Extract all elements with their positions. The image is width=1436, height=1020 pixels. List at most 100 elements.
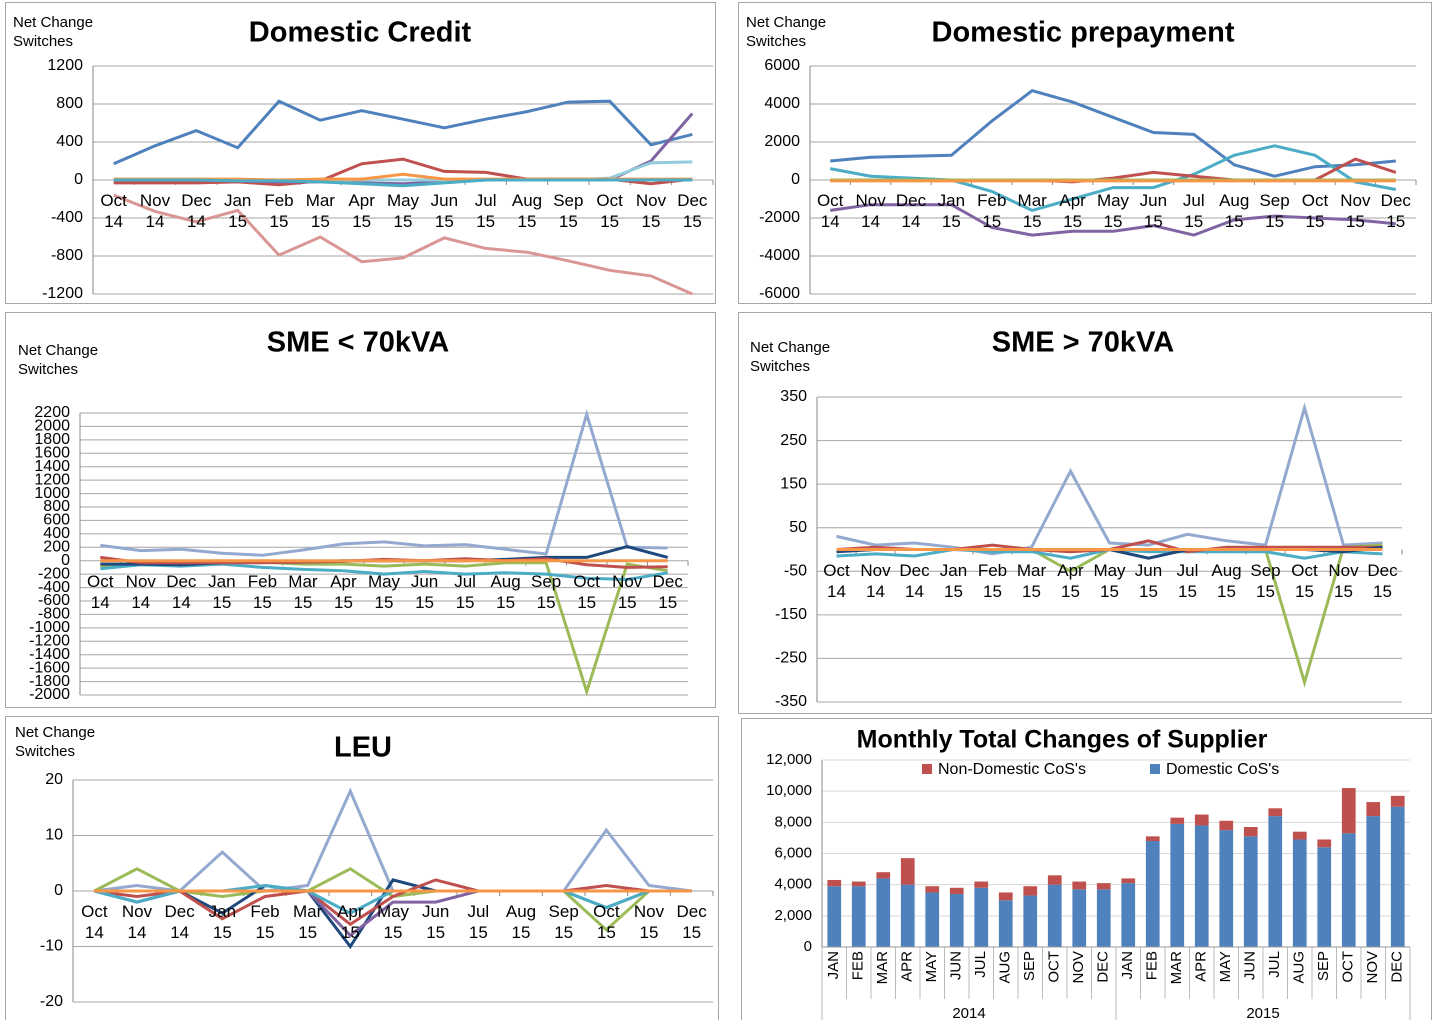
y-tick-label: 0	[74, 171, 83, 188]
bar-segment	[827, 886, 842, 947]
y-tick-label: -250	[775, 650, 807, 667]
y-tick-label: 250	[780, 432, 807, 449]
bar-segment	[900, 884, 915, 947]
y-axis-label: Net Change Switches	[15, 724, 96, 760]
bar-segment	[1292, 839, 1307, 947]
x-tick-label: JUN	[948, 951, 965, 980]
x-tick-label: Aug 15	[1219, 191, 1250, 231]
x-tick-label: Jan 15	[937, 191, 966, 231]
x-tick-label: Jul 15	[1176, 560, 1199, 601]
y-tick-label: -800	[51, 247, 83, 264]
x-tick-label: Mar 15	[293, 902, 323, 942]
y-tick-label: 10,000	[766, 782, 812, 799]
x-tick-label: Mar 15	[1017, 191, 1047, 231]
x-tick-label: Apr 15	[337, 902, 364, 942]
x-tick-label: Oct 15	[1301, 191, 1329, 231]
y-tick-label: -4000	[759, 247, 800, 264]
bar-segment	[876, 878, 891, 947]
y-axis-label: Net Change Switches	[18, 342, 99, 378]
y-tick-label: 0	[791, 171, 800, 188]
series-line	[113, 99, 693, 166]
x-tick-label: May 15	[376, 902, 410, 942]
x-tick-label: Aug 15	[490, 571, 521, 612]
x-tick-label: Jul 15	[474, 191, 497, 231]
x-tick-label: Jun 15	[1139, 191, 1168, 231]
x-tick-label: JAN	[1119, 951, 1136, 979]
legend-label: Domestic CoS's	[1166, 761, 1279, 778]
y-tick-label: 400	[56, 133, 83, 150]
chart-title: Domestic prepayment	[932, 17, 1235, 49]
y-tick-label: -50	[784, 563, 807, 580]
y-axis-label: Net Change Switches	[13, 14, 94, 50]
bar-segment	[974, 881, 989, 888]
y-tick-label: 6,000	[774, 844, 812, 861]
bar-segment	[1219, 830, 1234, 947]
x-tick-label: NOV	[1364, 951, 1381, 984]
x-tick-label: Nov 15	[1340, 191, 1371, 231]
bar-segment	[974, 887, 989, 947]
x-tick-label: Sep 15	[548, 902, 579, 942]
legend-swatch	[922, 764, 932, 774]
bar-segment	[1390, 795, 1405, 807]
y-tick-label: 2200	[34, 404, 70, 421]
y-tick-label: -150	[775, 606, 807, 623]
bar-segment	[900, 858, 915, 885]
y-tick-label: -350	[775, 693, 807, 710]
y-tick-label: 4000	[764, 95, 800, 112]
group-label: 2014	[952, 1005, 985, 1020]
x-tick-label: JUL	[1266, 951, 1283, 978]
bar-segment	[1292, 831, 1307, 840]
bar-segment	[1145, 836, 1160, 842]
x-tick-label: Oct 14	[81, 902, 108, 942]
y-tick-label: -800	[38, 606, 70, 623]
x-tick-label: Sep 15	[1250, 560, 1281, 601]
bar-segment	[1194, 825, 1209, 947]
x-tick-label: FEB	[850, 951, 867, 980]
y-axis-label: Net Change Switches	[746, 14, 827, 50]
x-tick-label: May 15	[1093, 560, 1126, 601]
legend-label: Non-Domestic CoS's	[938, 761, 1086, 778]
y-tick-label: 10	[45, 827, 63, 844]
x-tick-label: Dec 15	[1367, 560, 1398, 601]
y-tick-label: 2000	[764, 133, 800, 150]
bar-segment	[1047, 875, 1062, 885]
x-tick-label: Jan 15	[208, 571, 236, 612]
x-tick-label: DEC	[1389, 951, 1406, 983]
panel	[5, 716, 719, 1020]
x-tick-label: Dec 14	[899, 560, 930, 601]
y-tick-label: 2,000	[774, 907, 812, 924]
x-tick-label: Oct 14	[823, 560, 850, 601]
x-tick-label: Feb 15	[977, 191, 1007, 231]
y-tick-label: 6000	[764, 57, 800, 74]
panel	[738, 2, 1432, 304]
x-tick-label: Jul 15	[454, 571, 476, 612]
x-tick-label: MAR	[1168, 951, 1185, 985]
x-tick-label: Nov 14	[139, 191, 171, 231]
bar-segment	[1268, 808, 1283, 817]
chart-title: SME < 70kVA	[267, 327, 449, 359]
y-tick-label: -1000	[29, 619, 70, 636]
x-tick-label: Oct 15	[573, 571, 600, 612]
x-tick-label: Jun 15	[1134, 560, 1163, 601]
x-tick-label: DEC	[1095, 951, 1112, 983]
x-tick-label: MAY	[923, 951, 940, 982]
y-tick-label: -400	[38, 579, 70, 596]
y-tick-label: 200	[43, 539, 70, 556]
series-line	[836, 402, 1383, 556]
bar-segment	[851, 886, 866, 947]
y-tick-label: -400	[51, 209, 83, 226]
x-tick-label: Apr 15	[330, 571, 357, 612]
x-tick-label: MAR	[874, 951, 891, 985]
chart-title: Domestic Credit	[249, 17, 472, 49]
x-tick-label: APR	[899, 951, 916, 982]
y-tick-label: 1000	[34, 485, 70, 502]
x-tick-label: JAN	[825, 951, 842, 979]
chart-title: Monthly Total Changes of Supplier	[857, 726, 1268, 754]
y-tick-label: 1800	[34, 431, 70, 448]
x-tick-label: Dec 15	[652, 571, 683, 612]
x-tick-label: Mar 15	[288, 571, 318, 612]
x-tick-label: Jul 15	[1182, 191, 1205, 231]
chart-title: SME > 70kVA	[992, 327, 1174, 359]
y-tick-label: 800	[43, 498, 70, 515]
